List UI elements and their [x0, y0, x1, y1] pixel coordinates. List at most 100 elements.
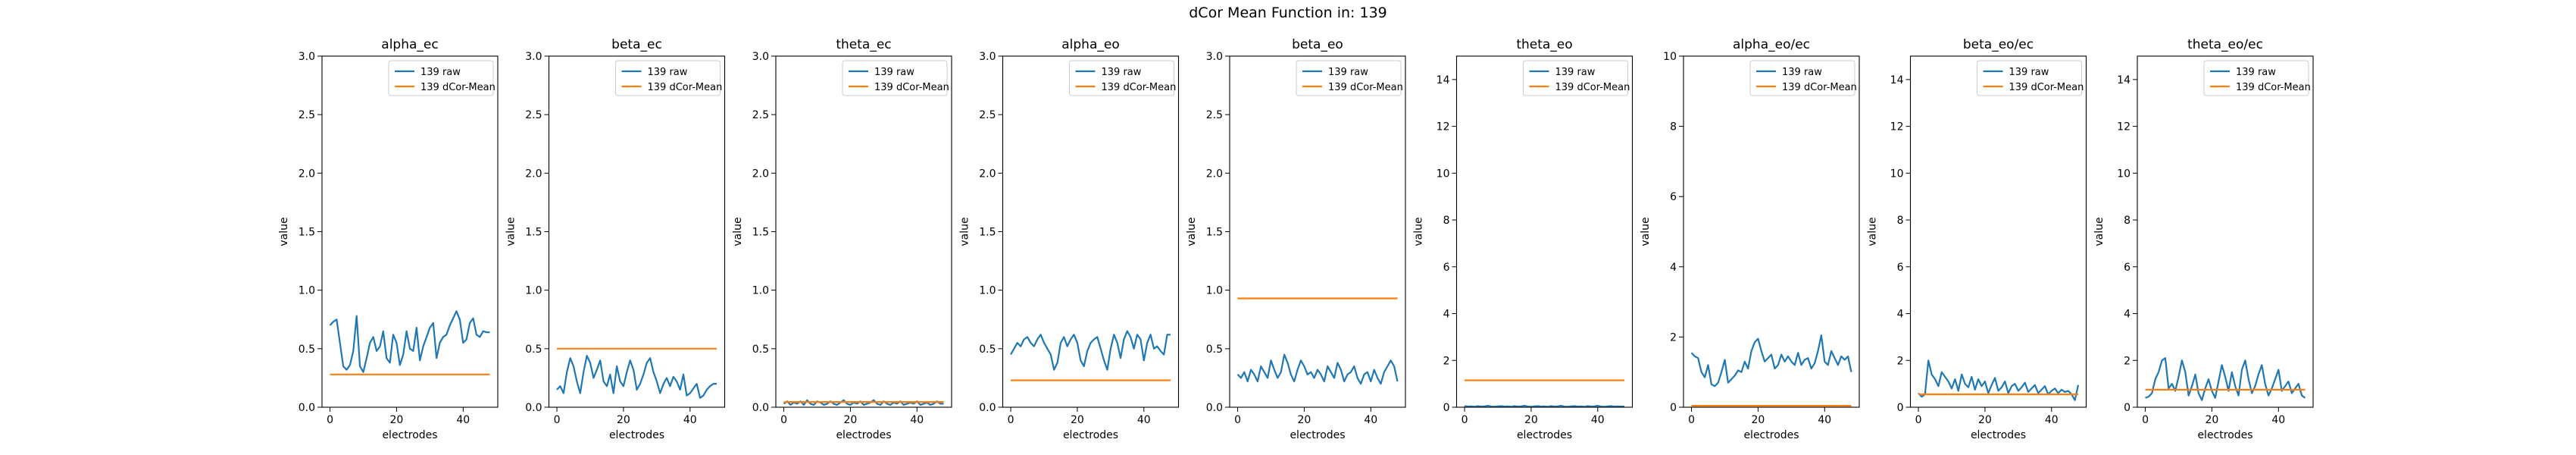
y-tick-label: 14	[1890, 74, 1904, 86]
plot-area	[1230, 56, 1405, 407]
x-tick-label: 0	[554, 414, 561, 426]
legend-label: 139 dCor-Mean	[2236, 82, 2311, 93]
panel-title: beta_eo/ec	[1963, 37, 2034, 52]
y-tick-label: 0	[1897, 402, 1904, 414]
panel-title: theta_eo/ec	[2187, 37, 2263, 52]
legend-label: 139 dCor-Mean	[1328, 82, 1403, 93]
legend-box	[2203, 60, 2309, 96]
x-axis-label: electrodes	[1743, 429, 1799, 441]
panel-title: beta_eo	[1292, 37, 1343, 52]
y-tick-label: 10	[1890, 168, 1904, 180]
x-tick-label: 40	[1364, 414, 1377, 426]
series-line	[2145, 357, 2306, 401]
legend-label: 139 dCor-Mean	[1555, 82, 1630, 93]
y-tick-label: 10	[1436, 168, 1450, 180]
y-tick-label: 3.0	[1206, 51, 1223, 63]
x-tick-label: 0	[1008, 414, 1014, 426]
x-tick-label: 20	[1978, 414, 1992, 426]
chart-panel: 0 20 40 0 2 4 6 8 10 12 14 theta_eo electrodes value 1…	[1413, 37, 1633, 441]
y-tick-label: 3.0	[299, 51, 315, 63]
y-axis-label: value	[1867, 217, 1879, 246]
y-tick-label: 8	[1670, 121, 1677, 133]
y-axis-label: value	[732, 217, 744, 246]
legend-label: 139 dCor-Mean	[2009, 82, 2084, 93]
y-tick-label: 1.5	[299, 227, 315, 239]
axes-frame	[2137, 55, 2314, 408]
legend: 139 raw 139 dCor-Mean	[388, 60, 496, 96]
legend-label: 139 dCor-Mean	[1102, 82, 1177, 93]
y-tick-label: 0.5	[1206, 344, 1223, 356]
legend: 139 raw 139 dCor-Mean	[1523, 60, 1630, 96]
chart-panel: 0 20 40 0.0 0.5 1.0 1.5 2.0 2.5 3.0 alpha_eoelectr…	[959, 37, 1180, 441]
y-tick-label: 1.5	[979, 227, 996, 239]
x-axis-label: electrodes	[609, 429, 664, 441]
legend: 139 raw 139 dCor-Mean	[842, 60, 949, 96]
y-tick-label: 3.0	[979, 51, 996, 63]
legend: 139 raw 139 dCor-Mean	[2203, 60, 2311, 96]
y-tick-label: 0.0	[752, 402, 769, 414]
y-tick-label: 2	[1670, 331, 1677, 344]
legend-label: 139 dCor-Mean	[1782, 82, 1857, 93]
y-tick-label: 2.0	[299, 168, 315, 180]
x-tick-label: 20	[390, 414, 404, 426]
x-tick-label: 40	[2045, 414, 2059, 426]
y-tick-label: 3.0	[752, 51, 769, 63]
y-tick-label: 8	[2124, 215, 2131, 227]
chart-panel: 0 20 40 0.0 0.5 1.0 1.5 2.0 2.5 3.0 theta_ecelectr…	[732, 37, 952, 441]
chart-panel: 0 20 40 0 2 4 6 8 10 12 14 beta_eo/ec electrodes valu…	[1867, 37, 2087, 441]
plot-area	[776, 56, 952, 407]
x-axis-label: electrodes	[2197, 429, 2252, 441]
y-tick-label: 0.0	[1206, 402, 1223, 414]
legend-label: 139 raw	[874, 67, 914, 78]
y-tick-label: 12	[1436, 121, 1450, 133]
x-tick-label: 0	[1462, 414, 1468, 426]
y-tick-label: 2.0	[752, 168, 769, 180]
y-tick-label: 6	[1897, 262, 1904, 274]
legend-box	[1523, 60, 1628, 96]
y-tick-label: 8	[1443, 215, 1450, 227]
legend: 139 raw 139 dCor-Mean	[615, 60, 722, 96]
y-tick-label: 0.5	[525, 344, 542, 356]
x-tick-label: 40	[910, 414, 924, 426]
series-line	[329, 310, 490, 373]
panel-title: beta_ec	[611, 37, 662, 52]
chart-panel: 0 20 40 0 2 4 6 8 10 alpha_eo/ec electrodes value 13…	[1640, 37, 1860, 441]
x-tick-label: 20	[1752, 414, 1765, 426]
y-tick-label: 0	[2124, 402, 2131, 414]
y-axis-label: value	[1640, 217, 1652, 246]
legend-label: 139 raw	[1328, 67, 1368, 78]
y-tick-label: 1.5	[1206, 227, 1223, 239]
y-tick-label: 2.5	[979, 109, 996, 121]
x-tick-label: 0	[2142, 414, 2149, 426]
y-tick-label: 2.0	[525, 168, 542, 180]
y-tick-label: 2.5	[1206, 109, 1223, 121]
x-axis-label: electrodes	[1517, 429, 1572, 441]
y-axis-label: value	[278, 217, 290, 246]
legend-label: 139 dCor-Mean	[420, 82, 496, 93]
legend-label: 139 raw	[1782, 67, 1822, 78]
legend-label: 139 raw	[648, 67, 688, 78]
y-tick-label: 4	[1670, 262, 1677, 274]
figure-title: dCor Mean Function in: 139	[1189, 5, 1387, 21]
y-tick-label: 12	[1890, 121, 1904, 133]
y-axis-label: value	[1413, 217, 1425, 246]
y-tick-label: 2.5	[525, 109, 542, 121]
y-tick-label: 14	[2117, 74, 2131, 86]
axes-frame	[1683, 55, 1860, 408]
y-tick-label: 4	[1443, 309, 1450, 321]
x-tick-label: 40	[1818, 414, 1831, 426]
panel-title: theta_eo	[1516, 37, 1572, 52]
y-tick-label: 2.0	[1206, 168, 1223, 180]
y-tick-label: 0.5	[299, 344, 315, 356]
series-line	[1690, 334, 1852, 388]
axes-frame	[1455, 55, 1633, 408]
x-axis-label: electrodes	[382, 429, 437, 441]
plot-area	[1456, 56, 1633, 407]
y-tick-label: 1.5	[525, 227, 542, 239]
y-tick-label: 2	[1897, 355, 1904, 367]
y-tick-label: 0.0	[525, 402, 542, 414]
y-tick-label: 0	[1443, 402, 1450, 414]
y-tick-label: 2	[2124, 355, 2131, 367]
x-axis-label: electrodes	[1971, 429, 2026, 441]
x-tick-label: 0	[1688, 414, 1695, 426]
